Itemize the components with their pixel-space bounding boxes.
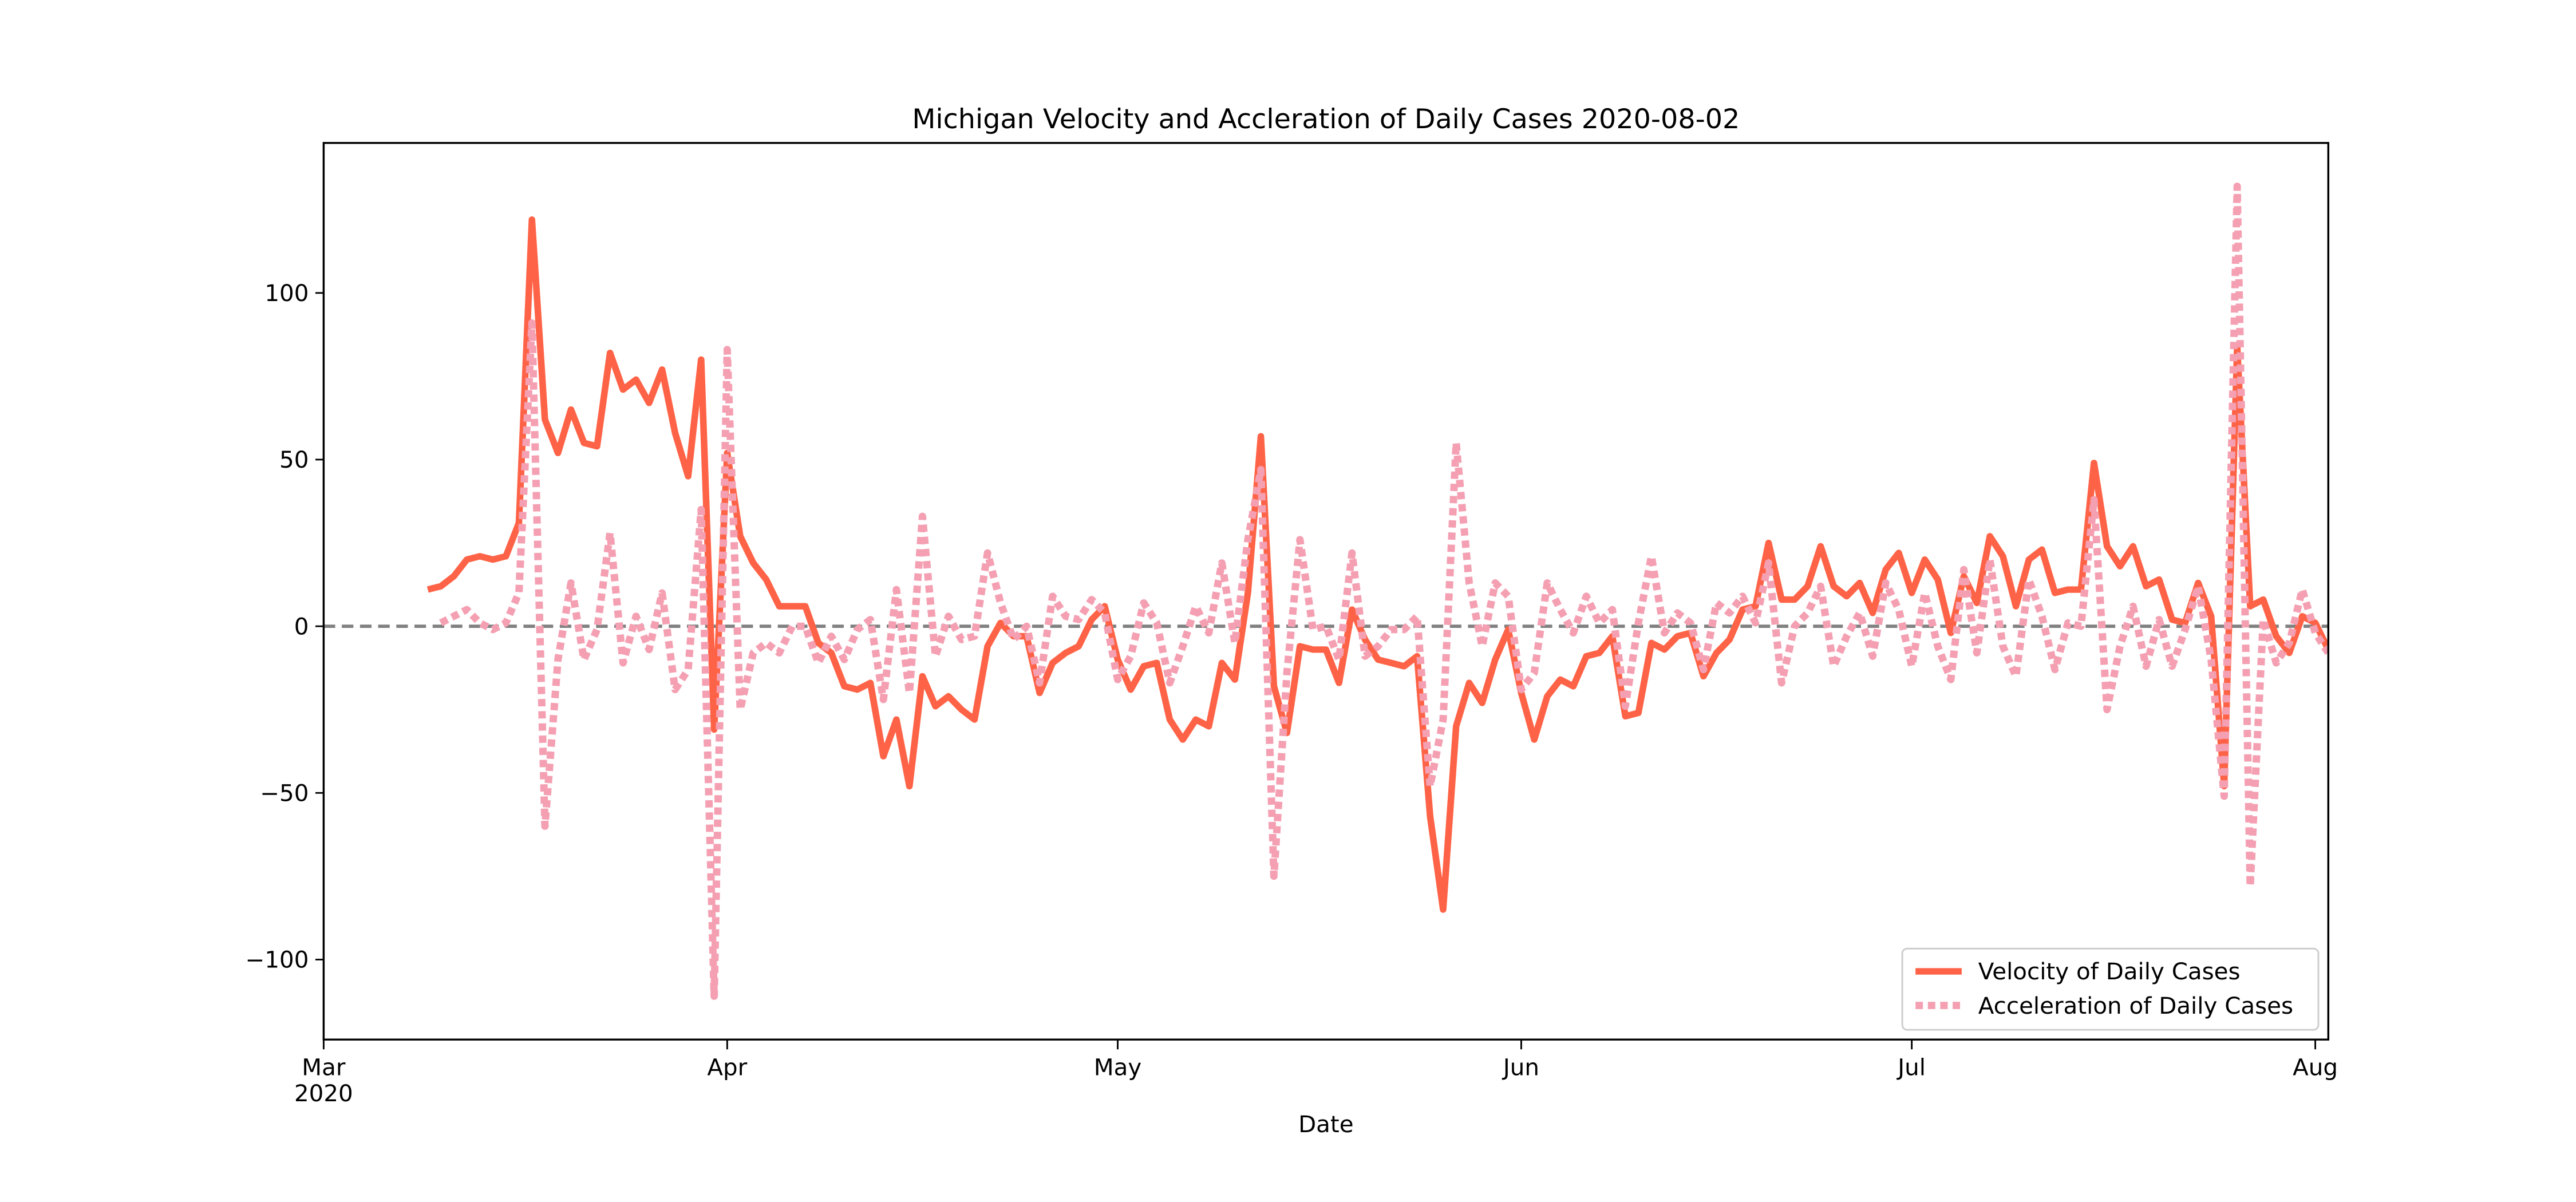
x-tick-label: May — [1094, 1055, 1141, 1081]
chart-title: Michigan Velocity and Accleration of Dai… — [912, 104, 1740, 136]
x-tick-label: Apr — [707, 1055, 747, 1081]
legend-label: Velocity of Daily Cases — [1978, 959, 2241, 986]
x-tick-label: Aug — [2293, 1055, 2338, 1081]
y-tick-label: 50 — [279, 447, 309, 473]
x-axis-label: Date — [1298, 1112, 1353, 1138]
series-line — [426, 216, 2329, 913]
y-tick-label: −50 — [260, 781, 309, 807]
x-tick-label: Jul — [1896, 1055, 1926, 1081]
plot-frame — [322, 142, 2330, 1041]
y-tick-label: −100 — [246, 947, 309, 974]
x-tick-label: Mar 2020 — [294, 1055, 353, 1107]
legend-box — [1901, 947, 2320, 1031]
y-tick-label: 0 — [294, 614, 309, 640]
legend-label: Acceleration of Daily Cases — [1978, 993, 2293, 1019]
series-line — [439, 183, 2329, 1000]
y-tick-label: 100 — [264, 280, 309, 307]
x-tick-label: Jun — [1502, 1055, 1539, 1081]
legend: Velocity of Daily Cases Acceleration of D… — [1901, 947, 2320, 1031]
